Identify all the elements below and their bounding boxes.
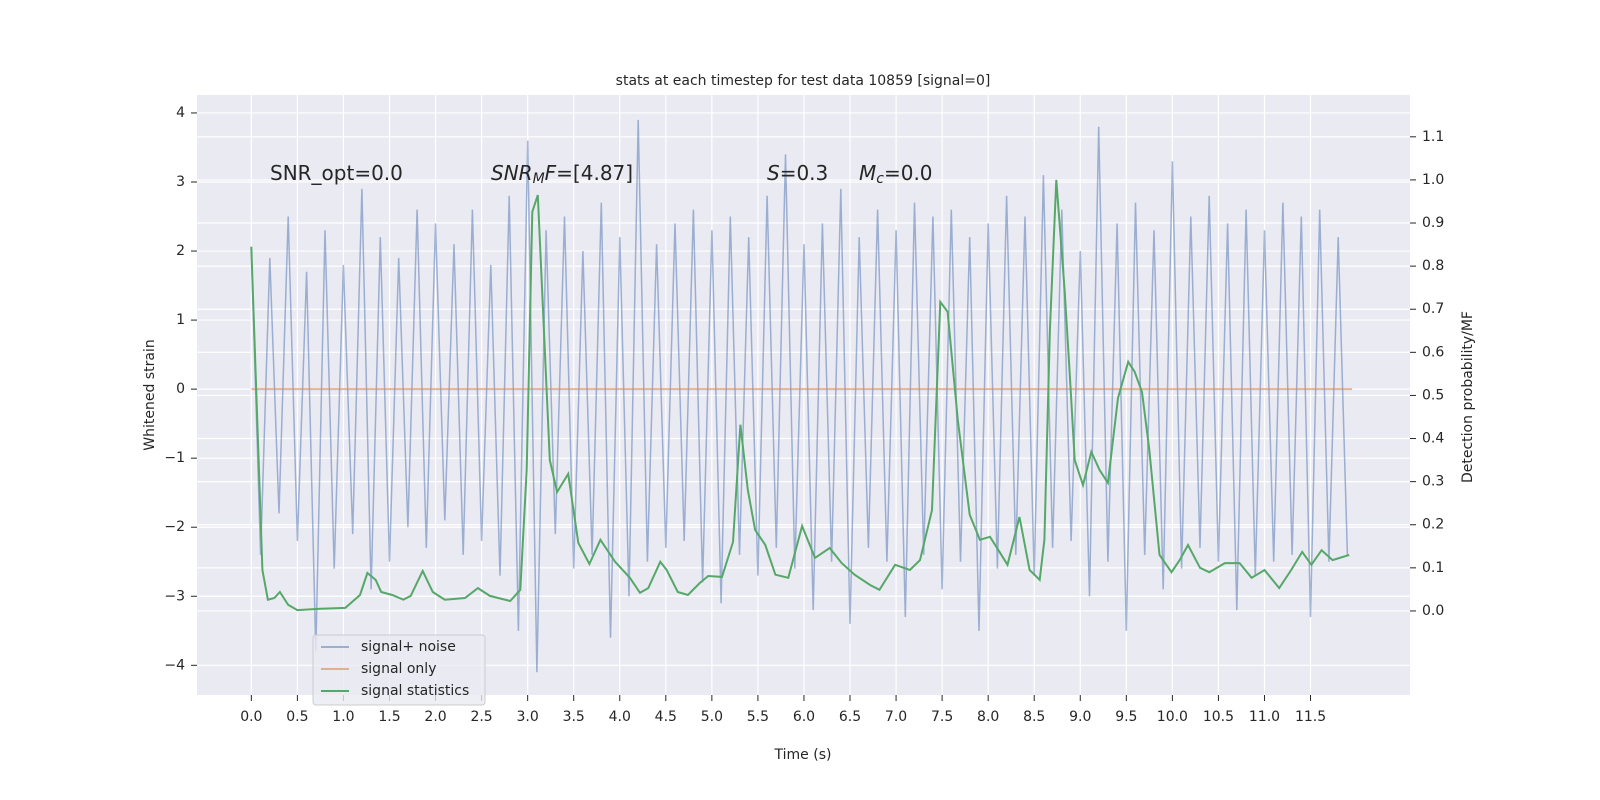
y2-tick-label: 0.8 [1422, 258, 1444, 274]
annotation-part: c [876, 171, 884, 187]
x-tick-label: 11.5 [1295, 709, 1326, 725]
x-tick-label: 9.0 [1069, 709, 1091, 725]
y2-tick-label: 0.6 [1422, 344, 1444, 360]
annotation-part: =0.0 [884, 161, 933, 185]
y2-tick-label: 0.2 [1422, 517, 1444, 533]
y-tick-label: −1 [164, 450, 185, 466]
x-tick-label: 8.5 [1023, 709, 1045, 725]
y2-axis-label: Detection probability/MF [1460, 311, 1476, 483]
series-line [250, 179, 1350, 612]
x-tick-label: 0.5 [286, 709, 308, 725]
x-tick-label: 11.0 [1249, 709, 1280, 725]
annotation-part: S [767, 161, 780, 185]
y2-tick-label: 0.5 [1422, 387, 1444, 403]
x-tick-label: 3.5 [563, 709, 585, 725]
y-axis-label: Whitened strain [142, 339, 158, 450]
x-tick-label: 7.0 [885, 709, 907, 725]
annotation: Mc=0.0 [859, 161, 933, 188]
y-tick-label: 1 [176, 312, 185, 328]
annotation-part: M [859, 161, 876, 185]
y2-tick-label: 0.7 [1422, 301, 1444, 317]
y2-tick-label: 0.0 [1422, 603, 1444, 619]
x-tick-label: 4.5 [655, 709, 677, 725]
annotation-part: SNR_opt=0.0 [270, 161, 403, 185]
y-tick-label: 3 [176, 174, 185, 190]
legend-label: signal only [361, 661, 436, 677]
x-tick-label: 9.5 [1115, 709, 1137, 725]
x-tick-label: 2.5 [470, 709, 492, 725]
y2-tick-label: 0.9 [1422, 215, 1444, 231]
y2-tick-label: 1.0 [1422, 172, 1444, 188]
annotation-part: SNR [491, 161, 533, 185]
y-tick-label: −2 [164, 519, 185, 535]
chart-title: stats at each timestep for test data 108… [616, 73, 991, 89]
y-tick-label: 2 [176, 243, 185, 259]
x-tick-label: 8.0 [977, 709, 999, 725]
legend-label: signal statistics [361, 683, 469, 699]
legend-box [312, 634, 486, 706]
y-tick-label: 0 [176, 381, 185, 397]
annotation: SNR_opt=0.0 [270, 161, 403, 185]
y-tick-label: −4 [164, 657, 185, 673]
y-tick-label: 4 [176, 105, 185, 121]
x-tick-label: 6.0 [793, 709, 815, 725]
x-tick-label: 4.0 [609, 709, 631, 725]
x-tick-label: 0.0 [240, 709, 262, 725]
y2-tick-label: 0.3 [1422, 474, 1444, 490]
annotation-part: =[4.87] [556, 161, 633, 185]
x-axis-label: Time (s) [774, 747, 832, 763]
series-line [250, 119, 1349, 673]
x-tick-label: 10.5 [1203, 709, 1234, 725]
annotation: S=0.3 [767, 161, 828, 185]
y2-tick-label: 1.1 [1422, 129, 1444, 145]
x-tick-label: 1.5 [378, 709, 400, 725]
x-tick-label: 6.5 [839, 709, 861, 725]
y2-tick-label: 0.4 [1422, 431, 1444, 447]
y2-tick-label: 0.1 [1422, 560, 1444, 576]
annotation-part: =0.3 [780, 161, 829, 185]
annotation-part: M [533, 171, 545, 187]
x-tick-label: 1.0 [332, 709, 354, 725]
x-tick-label: 2.0 [424, 709, 446, 725]
annotation: SNRMF=[4.87] [491, 161, 633, 188]
x-tick-label: 5.5 [747, 709, 769, 725]
legend-label: signal+ noise [361, 639, 456, 655]
x-tick-label: 7.5 [931, 709, 953, 725]
x-tick-label: 3.0 [517, 709, 539, 725]
x-tick-label: 10.0 [1157, 709, 1188, 725]
annotation-part: F [545, 161, 557, 185]
y-tick-label: −3 [164, 588, 185, 604]
x-tick-label: 5.0 [701, 709, 723, 725]
